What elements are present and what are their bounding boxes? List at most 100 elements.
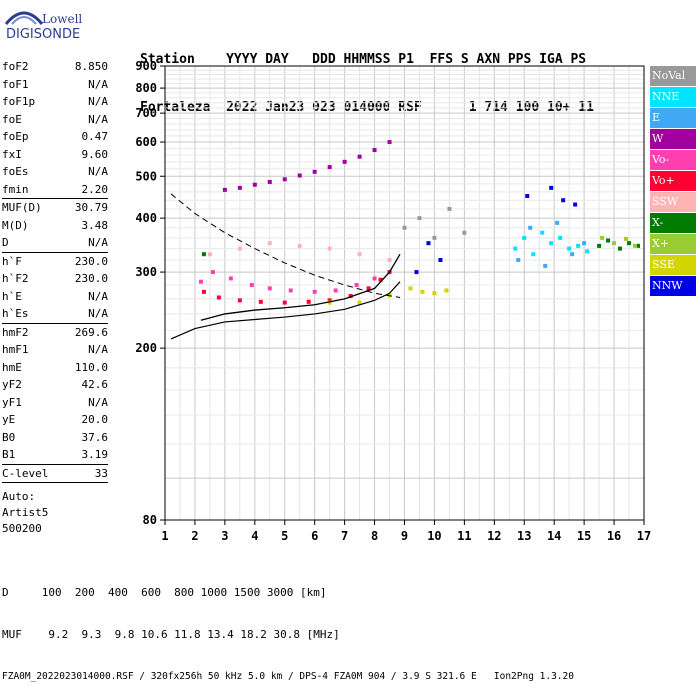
- param-row: h`Es N/A: [2, 305, 108, 323]
- param-value: N/A: [88, 343, 108, 356]
- data-point: [327, 298, 332, 303]
- legend-item: W: [650, 129, 696, 149]
- x-tick-label: 7: [341, 529, 348, 543]
- y-tick-label: 600: [135, 135, 157, 149]
- x-tick-label: 12: [487, 529, 501, 543]
- data-point: [426, 241, 431, 246]
- data-point: [618, 246, 623, 251]
- param-row: hmE 110.0: [2, 359, 108, 377]
- data-point: [600, 235, 605, 240]
- param-value: 3.48: [81, 218, 109, 232]
- data-point: [573, 202, 578, 207]
- data-point: [327, 165, 332, 170]
- data-point: [522, 235, 527, 240]
- data-point: [357, 300, 362, 305]
- param-value: 230.0: [74, 272, 108, 285]
- data-point: [462, 230, 467, 235]
- data-point: [348, 294, 353, 299]
- param-value: 269.6: [74, 325, 108, 339]
- data-point: [408, 286, 413, 291]
- param-row: B1 3.19: [2, 446, 108, 464]
- data-point: [420, 289, 425, 294]
- data-point: [267, 241, 272, 246]
- x-tick-label: 5: [281, 529, 288, 543]
- x-tick-label: 14: [547, 529, 561, 543]
- y-tick-label: 80: [143, 513, 157, 527]
- param-row: fxI 9.60: [2, 146, 108, 164]
- param-value: 9.60: [81, 147, 109, 161]
- x-tick-label: 8: [371, 529, 378, 543]
- data-point: [417, 216, 422, 221]
- data-point: [357, 154, 362, 159]
- param-name: h`Es: [2, 307, 29, 320]
- legend-item: NNE: [650, 87, 696, 107]
- param-row: h`E N/A: [2, 288, 108, 306]
- param-name: foEp: [2, 130, 29, 143]
- param-name: B1: [2, 448, 16, 461]
- param-value: N/A: [88, 165, 108, 178]
- param-row: M(D) 3.48: [2, 217, 108, 235]
- data-point: [438, 257, 443, 262]
- ionospheric-parameters-panel: foF2 8.850 foF1 N/A foF1p N/A foE N/A foEp 0.47 fx…: [2, 58, 108, 537]
- parameters-group-virtual-heights: h`F 230.0 h`F2 230.0 h`E N/A h`Es N/A: [2, 253, 108, 323]
- param-row: foF1 N/A: [2, 76, 108, 94]
- data-point: [627, 241, 632, 246]
- data-point: [561, 198, 566, 203]
- data-point: [636, 243, 641, 248]
- param-row: foEs N/A: [2, 163, 108, 181]
- data-point: [312, 169, 317, 174]
- param-row: hmF1 N/A: [2, 341, 108, 359]
- data-point: [327, 246, 332, 251]
- legend-item: SSW: [650, 192, 696, 212]
- param-row: hmF2 269.6: [2, 324, 108, 342]
- param-name: hmF1: [2, 343, 29, 356]
- x-tick-label: 10: [427, 529, 441, 543]
- data-point: [447, 206, 452, 211]
- parameters-group-muf: MUF(D) 30.79 M(D) 3.48 D N/A: [2, 199, 108, 252]
- data-point: [297, 243, 302, 248]
- param-value: 20.0: [81, 413, 109, 426]
- data-point: [312, 289, 317, 294]
- separator: [2, 463, 108, 465]
- data-point: [582, 241, 587, 246]
- data-point: [207, 252, 212, 257]
- footer-file-info: FZA0M_2022023014000.RSF / 320fx256h 50 k…: [2, 671, 574, 682]
- param-value: N/A: [88, 395, 108, 409]
- profile-trace: [170, 281, 401, 340]
- footer-muf-line: MUF 9.2 9.3 9.8 10.6 11.8 13.4 18.2 30.8…: [2, 628, 340, 641]
- param-row: MUF(D) 30.79: [2, 199, 108, 217]
- x-tick-label: 6: [311, 529, 318, 543]
- data-point: [237, 246, 242, 251]
- footer-distance-line: D 100 200 400 600 800 1000 1500 3000 [km…: [2, 586, 327, 599]
- data-point: [414, 270, 419, 275]
- data-point: [540, 230, 545, 235]
- digisonde-logo-mark: [4, 11, 44, 25]
- param-row-clevel: C-level 33: [2, 465, 108, 483]
- data-point: [432, 291, 437, 296]
- data-point: [366, 286, 371, 291]
- footer: D 100 200 400 600 800 1000 1500 3000 [km…: [2, 558, 574, 698]
- param-name: foF1: [2, 77, 29, 91]
- param-name: hmF2: [2, 325, 29, 339]
- data-point: [228, 276, 233, 281]
- x-tick-label: 15: [577, 529, 591, 543]
- parameters-group-profile: hmF2 269.6 hmF1 N/A hmE 110.0 yF2 42.6 yF1 N/A yE 2…: [2, 324, 108, 464]
- param-name: M(D): [2, 218, 29, 232]
- param-name: MUF(D): [2, 201, 42, 214]
- param-name: foF1p: [2, 95, 36, 108]
- param-name: fxI: [2, 147, 22, 161]
- header-line1: Station YYYY DAY DDD HHMMSS P1 FFS S AXN…: [140, 52, 587, 67]
- data-point: [543, 263, 548, 268]
- param-row: foF1p N/A: [2, 93, 108, 111]
- data-point: [282, 300, 287, 305]
- data-point: [216, 295, 221, 300]
- data-point: [555, 220, 560, 225]
- data-point: [378, 277, 383, 282]
- data-point: [201, 289, 206, 294]
- data-point: [237, 298, 242, 303]
- param-name: foEs: [2, 165, 29, 178]
- data-point: [516, 257, 521, 262]
- data-point: [297, 173, 302, 178]
- legend-item: X+: [650, 234, 696, 254]
- data-point: [249, 283, 254, 288]
